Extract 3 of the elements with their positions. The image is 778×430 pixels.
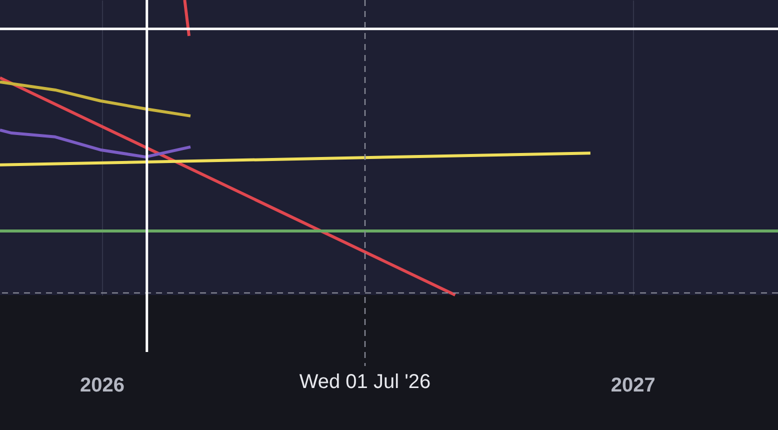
ref-line-label: Wed 01 Jul '26	[299, 371, 431, 393]
x-tick-label: 2027	[610, 374, 656, 396]
x-tick-label: 2026	[80, 374, 125, 396]
